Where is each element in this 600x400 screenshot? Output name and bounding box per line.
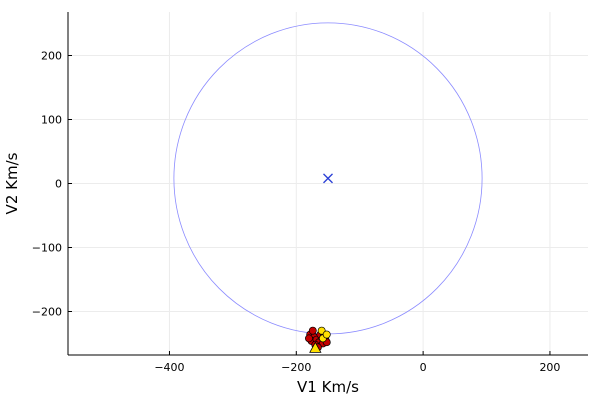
y-tick-label: 0	[55, 178, 62, 191]
x-tick-label: 0	[420, 361, 427, 374]
x-tick-label: −400	[154, 361, 184, 374]
grid-lines	[68, 12, 588, 355]
x-tick-label: 200	[539, 361, 560, 374]
red-data-point	[308, 326, 317, 335]
axes	[67, 12, 588, 356]
tick-labels: −400 −200 0 200 −200 −100 0 100 200	[32, 50, 561, 374]
yellow-data-point	[322, 330, 331, 339]
y-tick-label: −200	[32, 305, 62, 318]
y-tick-label: 100	[41, 114, 62, 127]
x-axis-title: V1 Km/s	[297, 378, 359, 396]
x-tick-label: −200	[281, 361, 311, 374]
plot-area	[173, 22, 483, 353]
y-tick-label: 200	[41, 50, 62, 63]
red-data-point	[305, 334, 313, 343]
center-marker-stroke	[323, 173, 333, 184]
y-tick-label: −100	[32, 241, 62, 254]
data-point-triangle	[309, 341, 322, 353]
y-axis-title: V2 Km/s	[3, 152, 21, 214]
center-marker	[323, 173, 333, 184]
